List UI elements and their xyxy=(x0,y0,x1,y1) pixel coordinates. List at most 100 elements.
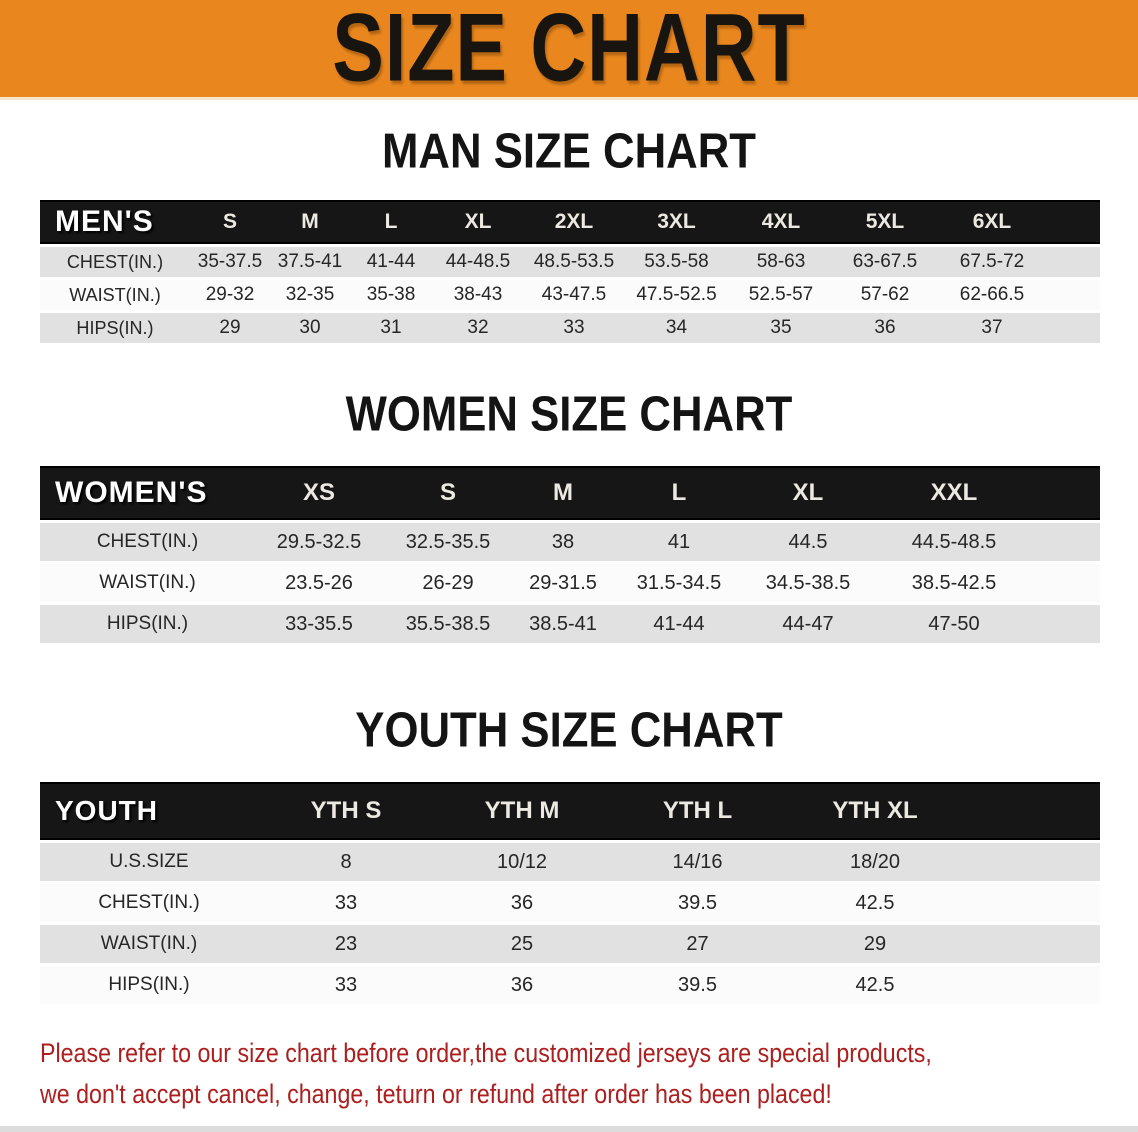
women-table-title: WOMEN'S xyxy=(40,466,255,520)
size-value-cell: 8 xyxy=(258,843,434,881)
size-value-cell: 36 xyxy=(833,313,937,343)
women-waist-row: WAIST(IN.) 23.5-26 26-29 29-31.5 31.5-34… xyxy=(40,564,1100,602)
men-column-header-l: L xyxy=(350,200,432,244)
youth-hips-row: HIPS(IN.) 33 36 39.5 42.5 xyxy=(40,966,1100,1004)
banner-title: SIZE CHART xyxy=(332,0,806,102)
women-column-header-xl: XL xyxy=(745,466,871,520)
filler-cell xyxy=(965,966,1100,1004)
size-value-cell: 39.5 xyxy=(610,884,785,922)
filler-cell xyxy=(965,884,1100,922)
men-column-header-s: S xyxy=(190,200,270,244)
size-value-cell: 34 xyxy=(624,313,729,343)
size-chart-banner: SIZE CHART xyxy=(0,0,1138,102)
row-label-waist: WAIST(IN.) xyxy=(40,925,258,963)
men-column-header-2xl: 2XL xyxy=(524,200,624,244)
men-chest-row: CHEST(IN.) 35-37.5 37.5-41 41-44 44-48.5… xyxy=(40,247,1100,277)
size-value-cell: 32.5-35.5 xyxy=(383,523,513,561)
womens-size-table: WOMEN'S XS S M L XL XXL CHEST(IN.) 29.5-… xyxy=(40,463,1100,646)
size-value-cell: 44-47 xyxy=(745,605,871,643)
size-value-cell: 36 xyxy=(434,884,610,922)
size-value-cell: 63-67.5 xyxy=(833,247,937,277)
men-column-header-m: M xyxy=(270,200,350,244)
size-value-cell: 14/16 xyxy=(610,843,785,881)
filler-cell xyxy=(1047,313,1100,343)
size-value-cell: 29-32 xyxy=(190,280,270,310)
men-column-header-4xl: 4XL xyxy=(729,200,833,244)
filler-cell xyxy=(965,843,1100,881)
size-value-cell: 35-38 xyxy=(350,280,432,310)
size-value-cell: 39.5 xyxy=(610,966,785,1004)
size-value-cell: 29.5-32.5 xyxy=(255,523,383,561)
size-value-cell: 23 xyxy=(258,925,434,963)
size-value-cell: 33 xyxy=(258,884,434,922)
size-value-cell: 35 xyxy=(729,313,833,343)
size-value-cell: 29 xyxy=(190,313,270,343)
size-value-cell: 48.5-53.5 xyxy=(524,247,624,277)
size-value-cell: 42.5 xyxy=(785,966,965,1004)
men-column-header-xl: XL xyxy=(432,200,524,244)
size-value-cell: 41-44 xyxy=(613,605,745,643)
men-table-title: MEN'S xyxy=(40,200,190,244)
women-hips-row: HIPS(IN.) 33-35.5 35.5-38.5 38.5-41 41-4… xyxy=(40,605,1100,643)
filler-cell xyxy=(1047,200,1100,244)
row-label-chest: CHEST(IN.) xyxy=(40,884,258,922)
row-label-us-size: U.S.SIZE xyxy=(40,843,258,881)
size-value-cell: 31.5-34.5 xyxy=(613,564,745,602)
youth-waist-row: WAIST(IN.) 23 25 27 29 xyxy=(40,925,1100,963)
size-value-cell: 26-29 xyxy=(383,564,513,602)
row-label-chest: CHEST(IN.) xyxy=(40,523,255,561)
size-value-cell: 35-37.5 xyxy=(190,247,270,277)
row-label-waist: WAIST(IN.) xyxy=(40,564,255,602)
row-label-hips: HIPS(IN.) xyxy=(40,605,255,643)
size-value-cell: 37 xyxy=(937,313,1047,343)
size-value-cell: 43-47.5 xyxy=(524,280,624,310)
size-value-cell: 41-44 xyxy=(350,247,432,277)
youth-column-header-m: YTH M xyxy=(434,782,610,840)
size-value-cell: 47.5-52.5 xyxy=(624,280,729,310)
men-table-header-row: MEN'S S M L XL 2XL 3XL 4XL 5XL 6XL xyxy=(40,200,1100,244)
youth-chest-row: CHEST(IN.) 33 36 39.5 42.5 xyxy=(40,884,1100,922)
disclaimer-line-1: Please refer to our size chart before or… xyxy=(40,1038,932,1068)
row-label-chest: CHEST(IN.) xyxy=(40,247,190,277)
women-column-header-l: L xyxy=(613,466,745,520)
size-value-cell: 23.5-26 xyxy=(255,564,383,602)
women-column-header-xxl: XXL xyxy=(871,466,1037,520)
disclaimer-line-2: we don't accept cancel, change, teturn o… xyxy=(40,1079,832,1109)
size-value-cell: 44.5 xyxy=(745,523,871,561)
filler-cell xyxy=(1037,564,1100,602)
mens-size-table: MEN'S S M L XL 2XL 3XL 4XL 5XL 6XL CHEST… xyxy=(40,197,1100,346)
size-value-cell: 35.5-38.5 xyxy=(383,605,513,643)
women-column-header-m: M xyxy=(513,466,613,520)
size-value-cell: 53.5-58 xyxy=(624,247,729,277)
size-value-cell: 41 xyxy=(613,523,745,561)
youth-ussize-row: U.S.SIZE 8 10/12 14/16 18/20 xyxy=(40,843,1100,881)
filler-cell xyxy=(965,925,1100,963)
row-label-hips: HIPS(IN.) xyxy=(40,966,258,1004)
women-chest-row: CHEST(IN.) 29.5-32.5 32.5-35.5 38 41 44.… xyxy=(40,523,1100,561)
filler-cell xyxy=(1037,466,1100,520)
youth-size-table: YOUTH YTH S YTH M YTH L YTH XL U.S.SIZE … xyxy=(40,779,1100,1007)
women-column-header-xs: XS xyxy=(255,466,383,520)
size-value-cell: 37.5-41 xyxy=(270,247,350,277)
youth-section-heading: YOUTH SIZE CHART xyxy=(355,701,783,758)
size-value-cell: 32 xyxy=(432,313,524,343)
filler-cell xyxy=(1047,280,1100,310)
youth-column-header-xl: YTH XL xyxy=(785,782,965,840)
filler-cell xyxy=(965,782,1100,840)
size-value-cell: 31 xyxy=(350,313,432,343)
size-value-cell: 58-63 xyxy=(729,247,833,277)
men-hips-row: HIPS(IN.) 29 30 31 32 33 34 35 36 37 xyxy=(40,313,1100,343)
size-value-cell: 38.5-41 xyxy=(513,605,613,643)
size-value-cell: 57-62 xyxy=(833,280,937,310)
size-value-cell: 52.5-57 xyxy=(729,280,833,310)
bottom-edge-strip xyxy=(0,1126,1138,1132)
size-value-cell: 29 xyxy=(785,925,965,963)
size-value-cell: 27 xyxy=(610,925,785,963)
size-value-cell: 38.5-42.5 xyxy=(871,564,1037,602)
disclaimer-text: Please refer to our size chart before or… xyxy=(40,1033,1138,1115)
size-value-cell: 38 xyxy=(513,523,613,561)
women-column-header-s: S xyxy=(383,466,513,520)
men-waist-row: WAIST(IN.) 29-32 32-35 35-38 38-43 43-47… xyxy=(40,280,1100,310)
size-value-cell: 29-31.5 xyxy=(513,564,613,602)
row-label-hips: HIPS(IN.) xyxy=(40,313,190,343)
